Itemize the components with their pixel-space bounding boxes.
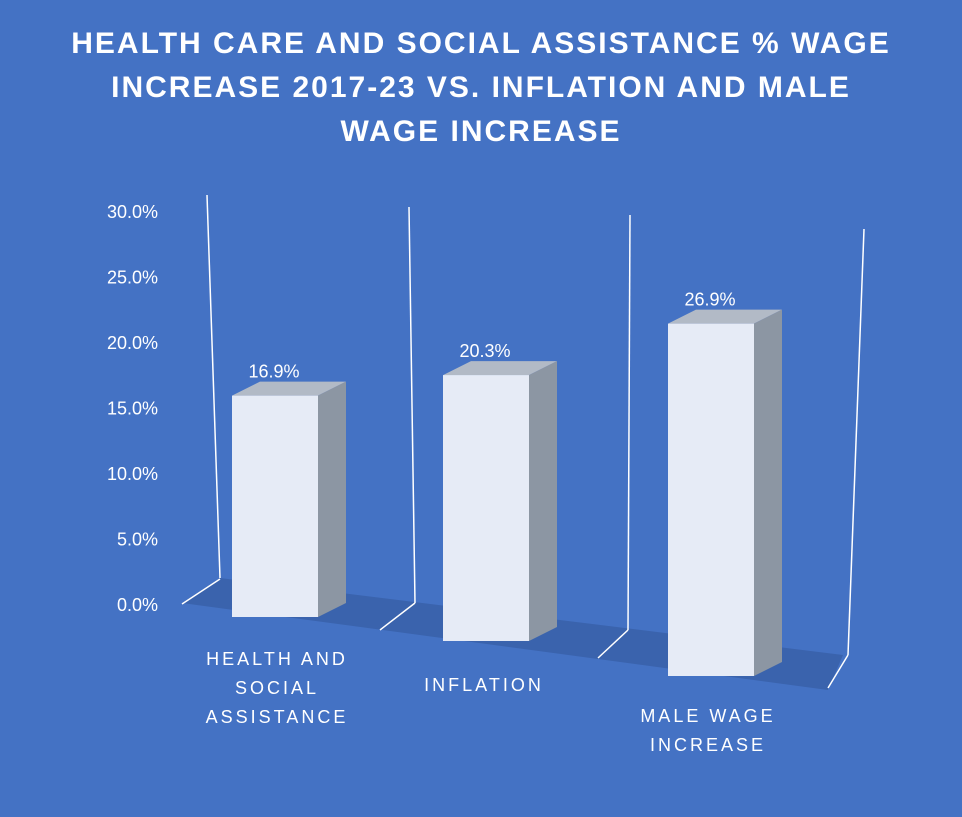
y-tick-label: 10.0% <box>107 464 158 484</box>
y-tick-label: 20.0% <box>107 333 158 353</box>
bar-side-1 <box>318 381 346 617</box>
bar-3 <box>668 323 754 676</box>
y-tick-label: 5.0% <box>117 530 158 550</box>
bar-side-2 <box>529 361 557 641</box>
x-category-line: ASSISTANCE <box>206 707 349 727</box>
bar-top-2 <box>443 361 557 376</box>
wall-line-1 <box>206 194 221 579</box>
bar-side-3 <box>754 309 782 676</box>
y-tick-label: 0.0% <box>117 595 158 615</box>
floor-edge-left <box>181 578 221 605</box>
bar-2 <box>443 375 529 641</box>
x-category-line: INCREASE <box>650 735 766 755</box>
floor-edge-right <box>827 654 849 689</box>
y-tick-label: 25.0% <box>107 268 158 288</box>
wall-line-2 <box>408 206 416 604</box>
wall-line-4 <box>847 228 865 656</box>
y-tick-label: 15.0% <box>107 399 158 419</box>
bar-top-1 <box>232 381 346 396</box>
chart-title: HEALTH CARE AND SOCIAL ASSISTANCE % WAGE… <box>71 27 891 148</box>
x-category-label-1: HEALTH AND SOCIAL ASSISTANCE <box>206 649 349 727</box>
data-label-3: 26.9% <box>684 290 735 310</box>
x-category-line: INFLATION <box>424 675 544 695</box>
floor-edge-divider-1 <box>379 602 416 631</box>
wall-line-3 <box>627 214 631 631</box>
x-category-label-3: MALE WAGE INCREASE <box>640 706 775 755</box>
x-category-line: HEALTH AND <box>206 649 348 669</box>
x-category-line: SOCIAL <box>235 678 319 698</box>
x-category-label-2: INFLATION <box>424 675 544 695</box>
bar-1 <box>232 395 318 617</box>
bar-top-3 <box>668 309 782 324</box>
x-category-line: MALE WAGE <box>640 706 775 726</box>
y-tick-label: 30.0% <box>107 202 158 222</box>
data-label-1: 16.9% <box>248 362 299 382</box>
data-label-2: 20.3% <box>459 341 510 361</box>
floor-edge-divider-2 <box>597 629 629 659</box>
